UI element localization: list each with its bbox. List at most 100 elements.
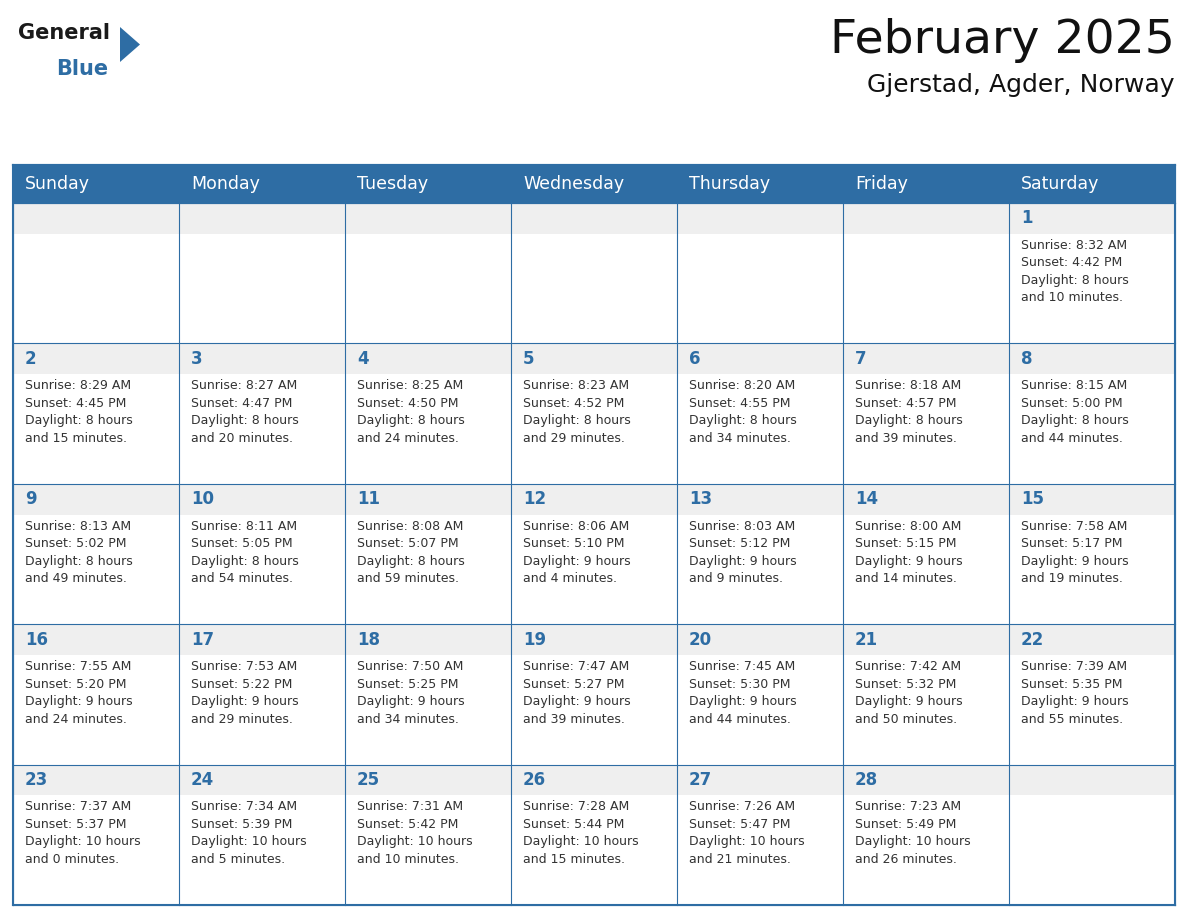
Bar [677,203,843,343]
Bar [677,765,843,796]
Text: Sunrise: 7:55 AM
Sunset: 5:20 PM
Daylight: 9 hours
and 24 minutes.: Sunrise: 7:55 AM Sunset: 5:20 PM Dayligh… [25,660,133,725]
Text: Sunrise: 7:28 AM
Sunset: 5:44 PM
Daylight: 10 hours
and 15 minutes.: Sunrise: 7:28 AM Sunset: 5:44 PM Dayligh… [523,800,639,866]
Bar [179,624,345,765]
Bar [179,203,345,343]
Text: Gjerstad, Agder, Norway: Gjerstad, Agder, Norway [867,73,1175,97]
Bar [345,203,511,234]
Bar [843,765,1009,905]
Text: 10: 10 [191,490,214,509]
Bar [1009,203,1175,234]
Bar [677,203,843,234]
Bar [13,765,179,905]
Bar [179,343,345,375]
Text: 18: 18 [358,631,380,649]
Bar [511,484,677,515]
Text: Sunrise: 8:18 AM
Sunset: 4:57 PM
Daylight: 8 hours
and 39 minutes.: Sunrise: 8:18 AM Sunset: 4:57 PM Dayligh… [855,379,962,445]
Bar [677,484,843,515]
Bar [345,624,511,655]
Text: Sunday: Sunday [25,175,90,193]
Bar [677,624,843,765]
Text: General: General [18,23,110,43]
Text: Wednesday: Wednesday [523,175,624,193]
Text: 19: 19 [523,631,546,649]
Text: Blue: Blue [56,59,108,79]
Bar [511,203,677,234]
Text: Sunrise: 8:27 AM
Sunset: 4:47 PM
Daylight: 8 hours
and 20 minutes.: Sunrise: 8:27 AM Sunset: 4:47 PM Dayligh… [191,379,298,445]
Bar [1009,765,1175,796]
Bar [179,765,345,905]
Text: 3: 3 [191,350,203,368]
Text: Sunrise: 7:31 AM
Sunset: 5:42 PM
Daylight: 10 hours
and 10 minutes.: Sunrise: 7:31 AM Sunset: 5:42 PM Dayligh… [358,800,473,866]
Text: 25: 25 [358,771,380,789]
Text: Sunrise: 8:03 AM
Sunset: 5:12 PM
Daylight: 9 hours
and 9 minutes.: Sunrise: 8:03 AM Sunset: 5:12 PM Dayligh… [689,520,797,585]
Text: 6: 6 [689,350,701,368]
Text: Sunrise: 8:00 AM
Sunset: 5:15 PM
Daylight: 9 hours
and 14 minutes.: Sunrise: 8:00 AM Sunset: 5:15 PM Dayligh… [855,520,962,585]
Text: 2: 2 [25,350,37,368]
Bar [511,343,677,375]
Bar [345,484,511,515]
Bar [843,624,1009,655]
Bar [677,343,843,375]
Text: 4: 4 [358,350,368,368]
Text: 9: 9 [25,490,37,509]
Text: Sunrise: 7:42 AM
Sunset: 5:32 PM
Daylight: 9 hours
and 50 minutes.: Sunrise: 7:42 AM Sunset: 5:32 PM Dayligh… [855,660,962,725]
Text: 5: 5 [523,350,535,368]
Text: Sunrise: 7:39 AM
Sunset: 5:35 PM
Daylight: 9 hours
and 55 minutes.: Sunrise: 7:39 AM Sunset: 5:35 PM Dayligh… [1020,660,1129,725]
Text: Sunrise: 8:23 AM
Sunset: 4:52 PM
Daylight: 8 hours
and 29 minutes.: Sunrise: 8:23 AM Sunset: 4:52 PM Dayligh… [523,379,631,445]
Bar [511,203,677,343]
Bar [1009,765,1175,905]
Text: Sunrise: 7:34 AM
Sunset: 5:39 PM
Daylight: 10 hours
and 5 minutes.: Sunrise: 7:34 AM Sunset: 5:39 PM Dayligh… [191,800,307,866]
Bar [13,624,179,655]
Bar [13,624,179,765]
Bar [13,165,1175,203]
Text: 20: 20 [689,631,712,649]
Bar [677,343,843,484]
Bar [179,343,345,484]
Text: Sunrise: 8:15 AM
Sunset: 5:00 PM
Daylight: 8 hours
and 44 minutes.: Sunrise: 8:15 AM Sunset: 5:00 PM Dayligh… [1020,379,1129,445]
Text: Sunrise: 7:45 AM
Sunset: 5:30 PM
Daylight: 9 hours
and 44 minutes.: Sunrise: 7:45 AM Sunset: 5:30 PM Dayligh… [689,660,797,725]
Text: Sunrise: 7:26 AM
Sunset: 5:47 PM
Daylight: 10 hours
and 21 minutes.: Sunrise: 7:26 AM Sunset: 5:47 PM Dayligh… [689,800,804,866]
Text: Sunrise: 8:32 AM
Sunset: 4:42 PM
Daylight: 8 hours
and 10 minutes.: Sunrise: 8:32 AM Sunset: 4:42 PM Dayligh… [1020,239,1129,305]
Bar [179,765,345,796]
Text: 26: 26 [523,771,546,789]
Bar [511,765,677,796]
Bar [179,484,345,624]
Bar [843,765,1009,796]
Bar [345,624,511,765]
Bar [1009,343,1175,375]
Polygon shape [120,27,140,62]
Bar [843,484,1009,624]
Bar [13,765,179,796]
Text: Tuesday: Tuesday [358,175,428,193]
Text: Saturday: Saturday [1020,175,1099,193]
Text: Sunrise: 7:47 AM
Sunset: 5:27 PM
Daylight: 9 hours
and 39 minutes.: Sunrise: 7:47 AM Sunset: 5:27 PM Dayligh… [523,660,631,725]
Text: Sunrise: 7:37 AM
Sunset: 5:37 PM
Daylight: 10 hours
and 0 minutes.: Sunrise: 7:37 AM Sunset: 5:37 PM Dayligh… [25,800,140,866]
Text: Friday: Friday [855,175,908,193]
Bar [179,624,345,655]
Bar [345,343,511,375]
Bar [345,484,511,624]
Bar [179,484,345,515]
Text: 11: 11 [358,490,380,509]
Bar [1009,203,1175,343]
Bar [13,343,179,375]
Text: 28: 28 [855,771,878,789]
Text: Sunrise: 8:29 AM
Sunset: 4:45 PM
Daylight: 8 hours
and 15 minutes.: Sunrise: 8:29 AM Sunset: 4:45 PM Dayligh… [25,379,133,445]
Bar [13,484,179,515]
Text: 13: 13 [689,490,712,509]
Text: Sunrise: 8:11 AM
Sunset: 5:05 PM
Daylight: 8 hours
and 54 minutes.: Sunrise: 8:11 AM Sunset: 5:05 PM Dayligh… [191,520,298,585]
Bar [843,484,1009,515]
Bar [511,765,677,905]
Text: 12: 12 [523,490,546,509]
Bar [677,484,843,624]
Bar [843,203,1009,234]
Text: Sunrise: 7:58 AM
Sunset: 5:17 PM
Daylight: 9 hours
and 19 minutes.: Sunrise: 7:58 AM Sunset: 5:17 PM Dayligh… [1020,520,1129,585]
Bar [345,765,511,796]
Bar [843,203,1009,343]
Bar [677,765,843,905]
Bar [511,484,677,624]
Bar [843,343,1009,484]
Bar [511,624,677,765]
Text: February 2025: February 2025 [830,18,1175,63]
Text: Sunrise: 8:20 AM
Sunset: 4:55 PM
Daylight: 8 hours
and 34 minutes.: Sunrise: 8:20 AM Sunset: 4:55 PM Dayligh… [689,379,797,445]
